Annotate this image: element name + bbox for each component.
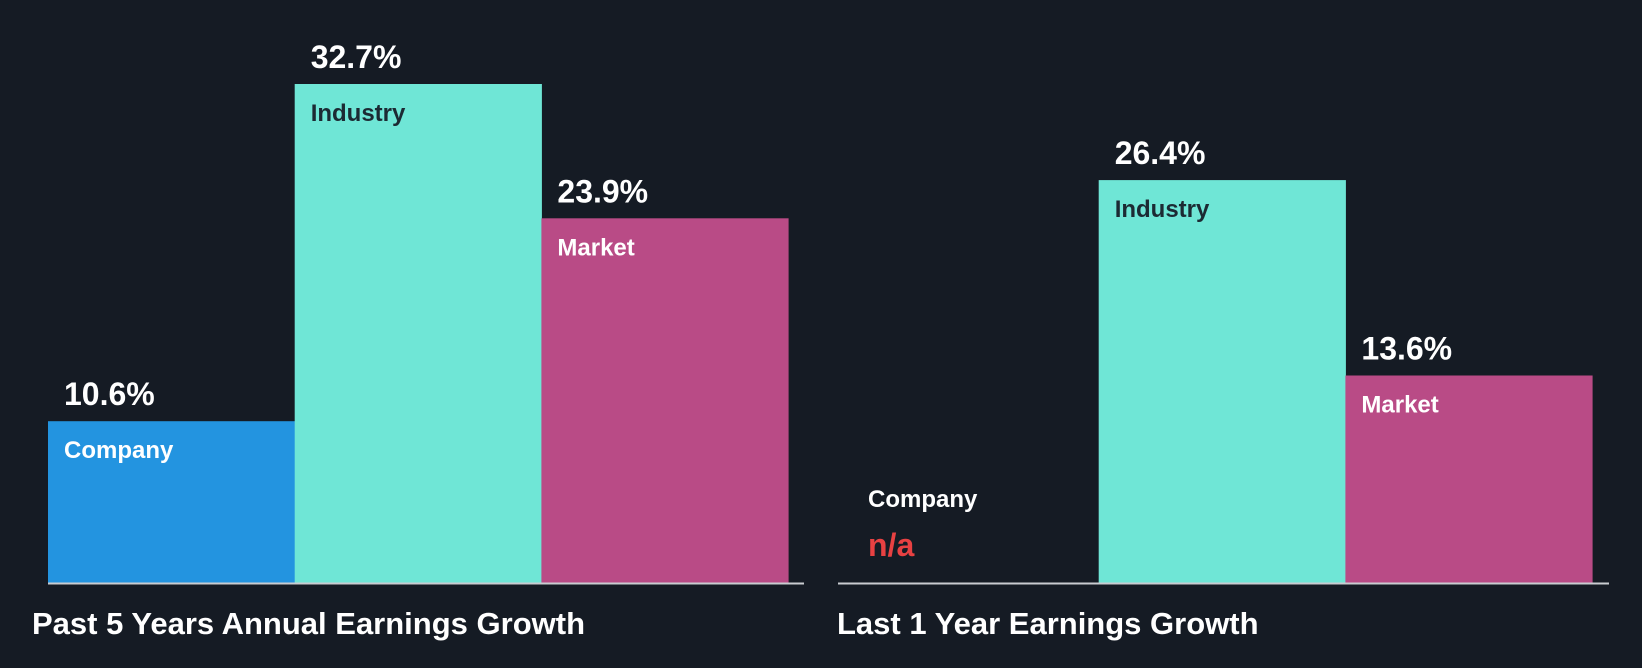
- value-label-market: 23.9%: [557, 173, 648, 209]
- category-label-industry: Industry: [1115, 196, 1210, 223]
- category-label-market: Market: [1361, 392, 1438, 419]
- category-label-industry: Industry: [311, 100, 406, 127]
- chart-title-past-5-years: Past 5 Years Annual Earnings Growth: [32, 606, 586, 641]
- chart-1: 10.6% Company 32.7% Industry 23.9% Market: [48, 39, 804, 585]
- bar-market: [1345, 375, 1593, 583]
- value-label-industry: 26.4%: [1115, 135, 1206, 171]
- bar-market: [541, 218, 789, 584]
- bar-industry: [1098, 180, 1346, 583]
- value-label-market: 13.6%: [1361, 331, 1452, 367]
- bar-company: [48, 421, 296, 583]
- category-label-company: Company: [64, 437, 174, 464]
- bar-industry: [294, 84, 542, 583]
- value-label-industry: 32.7%: [311, 39, 402, 75]
- value-label-company-na: n/a: [868, 527, 914, 563]
- category-label-market: Market: [557, 234, 634, 261]
- value-label-company: 10.6%: [64, 376, 155, 412]
- chart-2: Company n/a 26.4% Industry 13.6% Market: [838, 135, 1609, 585]
- category-label-company: Company: [868, 486, 978, 513]
- chart-title-last-1-year: Last 1 Year Earnings Growth: [837, 606, 1259, 641]
